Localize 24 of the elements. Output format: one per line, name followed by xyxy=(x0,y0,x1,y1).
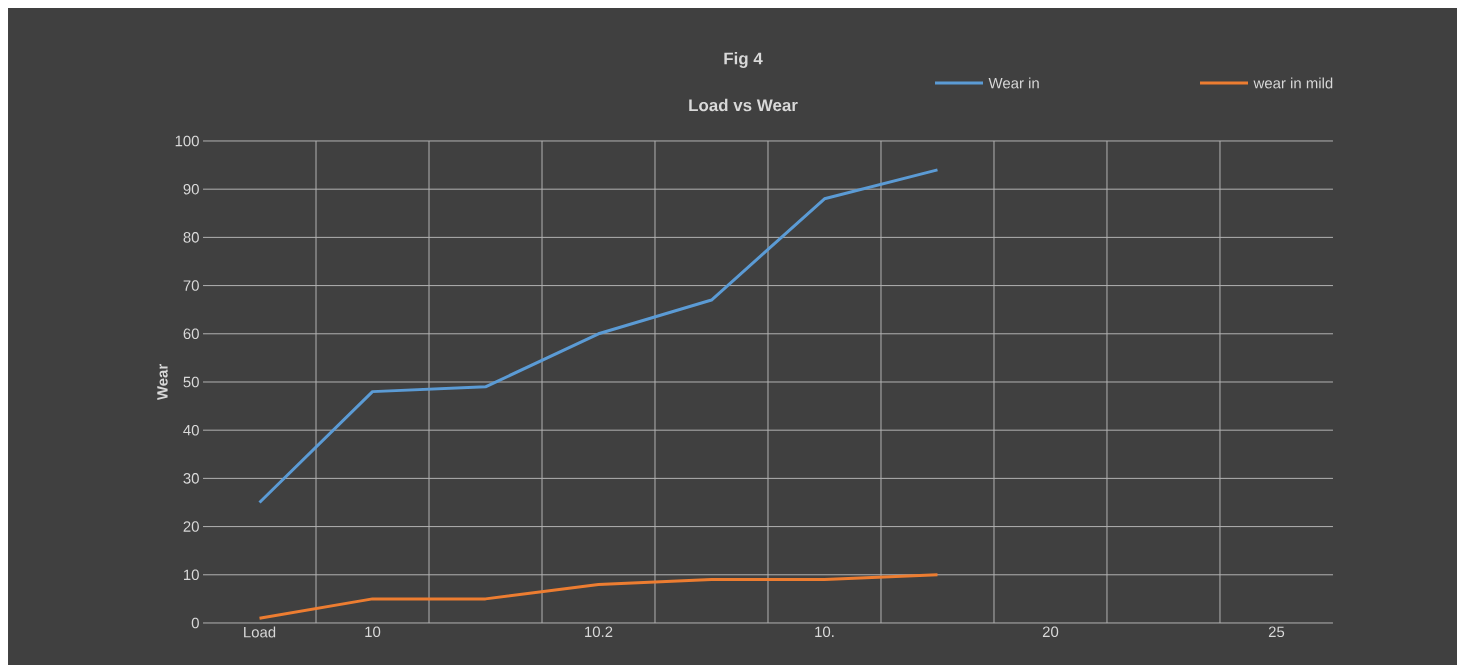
x-tick-label: 25 xyxy=(1268,626,1285,638)
y-axis-title: Wear xyxy=(157,364,168,401)
y-tick-label: 70 xyxy=(183,280,199,291)
legend-label: Wear in xyxy=(988,77,1039,89)
y-tick-label: 30 xyxy=(183,473,199,484)
y-tick-label: 10 xyxy=(184,569,199,581)
x-tick-label: Load xyxy=(244,626,276,638)
legend-label: wear in mild xyxy=(1253,77,1333,89)
x-tick-label: 20 xyxy=(1042,626,1059,638)
y-tick-label: 50 xyxy=(183,376,199,388)
y-tick-label: 80 xyxy=(183,232,199,243)
chart-subtitle: Load vs Wear xyxy=(689,98,798,112)
chart-title: Fig 4 xyxy=(724,52,763,68)
y-tick-label: 60 xyxy=(183,328,199,340)
x-tick-label: 10 xyxy=(365,626,381,638)
x-tick-label: 10. xyxy=(815,626,834,638)
line-series xyxy=(258,573,939,620)
line-series xyxy=(258,168,939,504)
y-tick-label: 0 xyxy=(191,617,199,629)
y-tick-label: 20 xyxy=(183,521,199,532)
y-tick-label: 40 xyxy=(183,424,199,436)
x-tick-label: 10.2 xyxy=(585,626,613,638)
y-tick-label: 90 xyxy=(183,183,199,195)
y-tick-label: 100 xyxy=(175,135,199,147)
